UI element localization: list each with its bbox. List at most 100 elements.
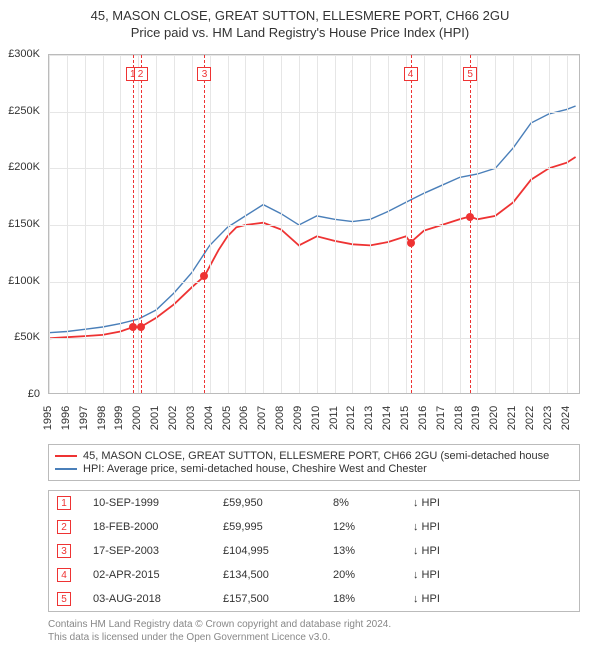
y-tick-label: £0: [28, 388, 40, 400]
gridline-v: [442, 55, 443, 393]
x-tick-label: 2019: [470, 403, 482, 433]
gridline-v: [138, 55, 139, 393]
footer-attribution: Contains HM Land Registry data © Crown c…: [48, 618, 391, 644]
gridline-h: [49, 112, 579, 113]
sale-date: 02-APR-2015: [93, 569, 223, 581]
sales-table: 110-SEP-1999£59,9508%↓ HPI218-FEB-2000£5…: [48, 490, 580, 612]
sale-price: £59,995: [223, 521, 333, 533]
x-tick-label: 2000: [131, 403, 143, 433]
y-tick-label: £200K: [8, 161, 40, 173]
gridline-v: [567, 55, 568, 393]
gridline-v: [245, 55, 246, 393]
sale-ref-line: [141, 55, 142, 393]
gridline-v: [424, 55, 425, 393]
legend: 45, MASON CLOSE, GREAT SUTTON, ELLESMERE…: [48, 444, 580, 481]
gridline-v: [352, 55, 353, 393]
sale-ref-marker: 5: [463, 67, 477, 81]
legend-swatch-icon: [55, 468, 77, 470]
sale-ref-line: [411, 55, 412, 393]
sale-direction: ↓ HPI: [413, 569, 463, 581]
footer-line: Contains HM Land Registry data © Crown c…: [48, 618, 391, 631]
gridline-v: [460, 55, 461, 393]
x-tick-label: 2008: [274, 403, 286, 433]
gridline-h: [49, 338, 579, 339]
sale-direction: ↓ HPI: [413, 593, 463, 605]
sale-ref-marker: 3: [197, 67, 211, 81]
gridline-v: [85, 55, 86, 393]
gridline-h: [49, 55, 579, 56]
gridline-h: [49, 282, 579, 283]
sale-point-icon: [466, 213, 474, 221]
sale-date: 18-FEB-2000: [93, 521, 223, 533]
gridline-v: [477, 55, 478, 393]
x-tick-label: 2024: [560, 403, 572, 433]
x-tick-label: 2002: [167, 403, 179, 433]
sale-date: 10-SEP-1999: [93, 497, 223, 509]
sale-index-badge: 2: [57, 520, 71, 534]
y-tick-label: £250K: [8, 105, 40, 117]
gridline-v: [406, 55, 407, 393]
title-block: 45, MASON CLOSE, GREAT SUTTON, ELLESMERE…: [0, 0, 600, 40]
gridline-v: [317, 55, 318, 393]
sale-point-icon: [137, 323, 145, 331]
x-tick-label: 2014: [381, 403, 393, 433]
sale-price: £157,500: [223, 593, 333, 605]
sale-direction: ↓ HPI: [413, 545, 463, 557]
legend-label: HPI: Average price, semi-detached house,…: [83, 463, 427, 475]
y-tick-label: £100K: [8, 275, 40, 287]
sale-row: 110-SEP-1999£59,9508%↓ HPI: [49, 491, 579, 515]
sale-price: £59,950: [223, 497, 333, 509]
gridline-v: [67, 55, 68, 393]
sale-delta: 20%: [333, 569, 413, 581]
gridline-v: [370, 55, 371, 393]
sale-date: 03-AUG-2018: [93, 593, 223, 605]
sale-ref-marker: 4: [404, 67, 418, 81]
legend-label: 45, MASON CLOSE, GREAT SUTTON, ELLESMERE…: [83, 450, 549, 462]
sale-price: £104,995: [223, 545, 333, 557]
sale-index-badge: 1: [57, 496, 71, 510]
y-axis-labels: £0£50K£100K£150K£200K£250K£300K: [0, 54, 44, 394]
gridline-h: [49, 168, 579, 169]
sale-index-badge: 4: [57, 568, 71, 582]
sale-index-badge: 5: [57, 592, 71, 606]
sale-ref-line: [204, 55, 205, 393]
footer-line: This data is licensed under the Open Gov…: [48, 631, 391, 644]
sale-row: 5 03-AUG-2018£157,50018%↓ HPI: [49, 587, 579, 611]
x-tick-label: 2006: [238, 403, 250, 433]
sale-point-icon: [200, 272, 208, 280]
sale-ref-line: [470, 55, 471, 393]
series-hpi: [49, 106, 576, 333]
x-tick-label: 2011: [328, 403, 340, 433]
x-axis-labels: 1995199619971998199920002001200220032004…: [48, 398, 580, 438]
gridline-v: [549, 55, 550, 393]
x-tick-label: 2013: [363, 403, 375, 433]
chart-subtitle: Price paid vs. HM Land Registry's House …: [0, 25, 600, 40]
sale-delta: 12%: [333, 521, 413, 533]
sale-row: 402-APR-2015£134,50020%↓ HPI: [49, 563, 579, 587]
sale-row: 2 18-FEB-2000£59,99512%↓ HPI: [49, 515, 579, 539]
x-tick-label: 1995: [42, 403, 54, 433]
sale-direction: ↓ HPI: [413, 521, 463, 533]
gridline-h: [49, 225, 579, 226]
series-property: [49, 157, 576, 338]
sale-point-icon: [407, 239, 415, 247]
sale-ref-line: [133, 55, 134, 393]
gridline-v: [513, 55, 514, 393]
sale-ref-marker: 2: [134, 67, 148, 81]
x-tick-label: 2009: [292, 403, 304, 433]
chart-container: 45, MASON CLOSE, GREAT SUTTON, ELLESMERE…: [0, 0, 600, 650]
gridline-v: [299, 55, 300, 393]
gridline-v: [281, 55, 282, 393]
x-tick-label: 2010: [310, 403, 322, 433]
gridline-v: [228, 55, 229, 393]
y-tick-label: £150K: [8, 218, 40, 230]
x-tick-label: 2020: [488, 403, 500, 433]
sale-row: 317-SEP-2003£104,99513%↓ HPI: [49, 539, 579, 563]
chart-title: 45, MASON CLOSE, GREAT SUTTON, ELLESMERE…: [0, 8, 600, 23]
sale-delta: 18%: [333, 593, 413, 605]
x-tick-label: 2007: [256, 403, 268, 433]
x-tick-label: 2022: [524, 403, 536, 433]
x-tick-label: 2015: [399, 403, 411, 433]
gridline-v: [388, 55, 389, 393]
x-tick-label: 2005: [221, 403, 233, 433]
